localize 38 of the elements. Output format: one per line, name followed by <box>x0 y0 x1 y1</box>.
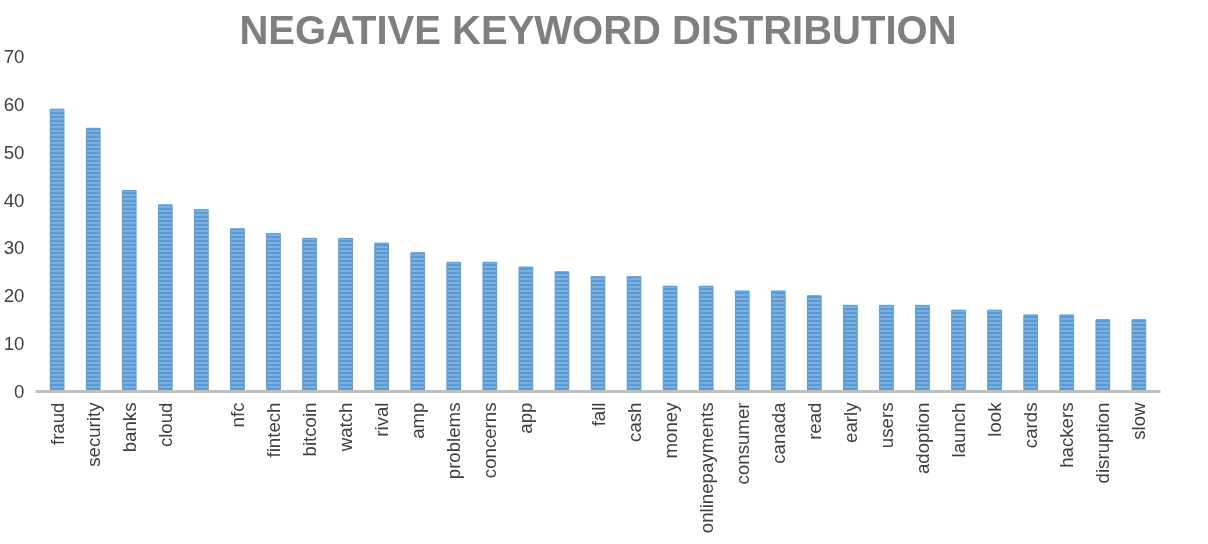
x-tick-label: cloud <box>154 402 176 448</box>
x-tick-label: hackers <box>1056 402 1078 468</box>
y-tick-label: 60 <box>3 93 25 115</box>
x-tick-label: fraud <box>46 402 68 446</box>
x-tick-label: watch <box>335 402 357 453</box>
y-tick-label: 70 <box>3 46 25 67</box>
x-tick-label: cards <box>1020 402 1042 449</box>
x-tick-label: concerns <box>479 402 501 479</box>
x-tick-label: launch <box>948 402 970 458</box>
x-tick-label: nfc <box>226 402 248 428</box>
x-tick-label: rival <box>371 402 393 437</box>
y-tick-label: 50 <box>3 141 25 163</box>
x-tick-label: fall <box>587 402 609 427</box>
x-tick-label: fintech <box>262 402 284 458</box>
x-tick-label: security <box>82 401 104 467</box>
x-tick-label: problems <box>443 402 465 480</box>
x-tick-label: bitcoin <box>299 402 321 457</box>
x-tick-label: early <box>839 401 861 443</box>
x-tick-label: money <box>659 401 681 459</box>
x-tick-label: adoption <box>912 402 934 475</box>
x-tick-label: cash <box>623 402 645 442</box>
x-tick-label: consumer <box>731 402 753 485</box>
y-tick-label: 0 <box>14 381 25 402</box>
x-tick-label: look <box>984 401 1006 437</box>
y-tick-label: 30 <box>3 237 25 259</box>
x-tick-label: amp <box>407 402 429 439</box>
x-tick-label: app <box>515 402 537 434</box>
y-tick-label: 40 <box>3 189 25 211</box>
x-tick-label: slow <box>1128 401 1150 440</box>
x-tick-label: read <box>803 402 825 440</box>
y-tick-label: 20 <box>3 285 25 307</box>
x-tick-label: onlinepayments <box>695 402 717 534</box>
x-tick-label: banks <box>118 402 140 453</box>
chart-title: NEGATIVE KEYWORD DISTRIBUTION <box>239 7 957 52</box>
x-tick-label: disruption <box>1092 402 1114 484</box>
y-tick-label: 10 <box>3 333 25 355</box>
x-tick-label: canada <box>767 401 789 464</box>
x-tick-label: users <box>875 402 897 449</box>
